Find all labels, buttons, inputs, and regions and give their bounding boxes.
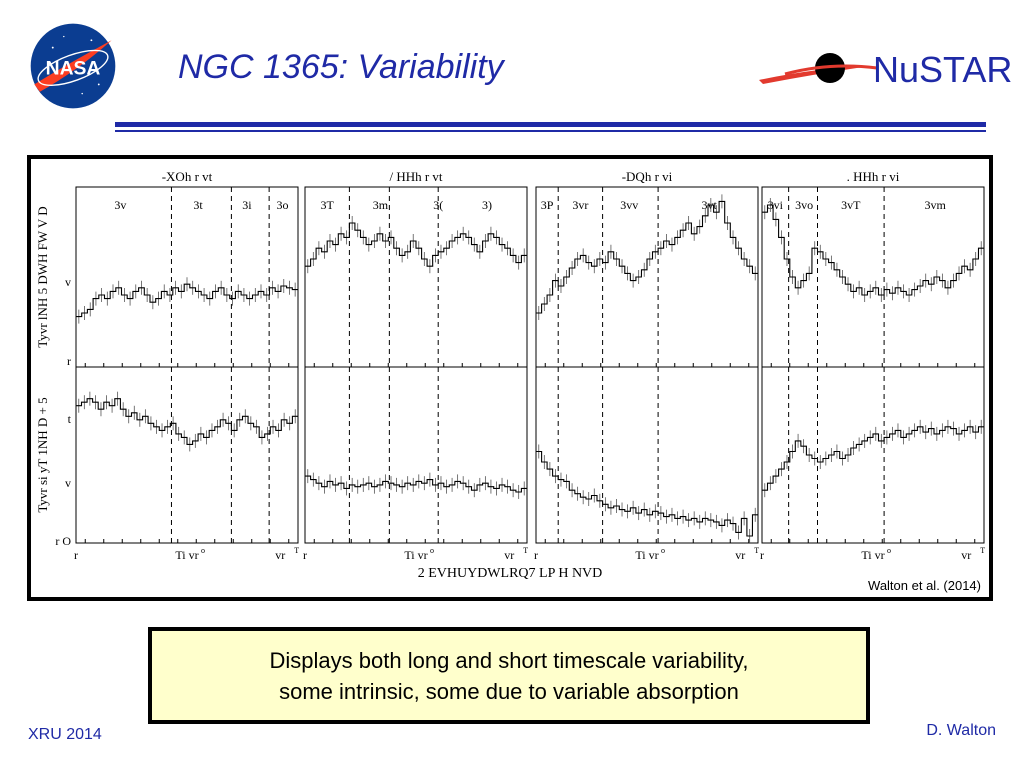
y-tick-label: v	[65, 275, 71, 289]
lightcurve-rate	[762, 204, 984, 296]
x-tick-exponent: T	[754, 546, 759, 555]
x-tick-exponent: o	[201, 546, 205, 555]
lightcurve-hardness	[762, 426, 984, 491]
x-tick-label: Ti vr	[635, 548, 658, 562]
segment-label: 3m	[373, 198, 389, 212]
segment-label: 3vT	[841, 198, 861, 212]
nasa-logo: NASA	[30, 23, 116, 109]
x-tick-label: Ti vr	[175, 548, 198, 562]
x-tick-label: vr	[735, 548, 745, 562]
x-tick-exponent: o	[430, 546, 434, 555]
panel-epoch-label: . HHh r vi	[847, 169, 900, 184]
svg-text:NuSTAR: NuSTAR	[873, 49, 1012, 90]
caption-box: Displays both long and short timescale v…	[148, 627, 870, 724]
lightcurve-rate	[76, 283, 298, 318]
segment-label: 3v	[114, 198, 126, 212]
segment-label: 3vi	[768, 198, 784, 212]
segment-label: 3t	[193, 198, 203, 212]
y-tick-label: r	[67, 354, 71, 368]
x-tick-exponent: T	[523, 546, 528, 555]
segment-label: 3o	[276, 198, 288, 212]
segment-label: 3(	[433, 198, 443, 212]
lightcurve-figure: -XOh r vt 3v 3t 3i 3o r Ti vr o vr T / HHh r vt 3T 3…	[27, 155, 993, 601]
x-tick-exponent: o	[661, 546, 665, 555]
figure-citation: Walton et al. (2014)	[868, 578, 981, 593]
y-axis-label-hardness: Tyvr si yT 1NH D + 5	[35, 397, 50, 512]
segment-label: 3vv	[620, 198, 638, 212]
y-tick-label: v	[65, 476, 71, 490]
segment-label: 3i	[242, 198, 252, 212]
header-rule-thin	[115, 130, 986, 132]
x-tick-exponent: o	[887, 546, 891, 555]
panel-frame-top	[75, 186, 299, 368]
x-tick-label: r	[303, 548, 307, 562]
footer-conference: XRU 2014	[28, 726, 102, 743]
x-tick-label: vr	[961, 548, 971, 562]
panel-epoch-label: -XOh r vt	[162, 169, 213, 184]
caption-line-1: Displays both long and short timescale v…	[269, 647, 749, 673]
y-tick-label: t	[68, 412, 72, 426]
lightcurve-hardness	[76, 398, 298, 445]
nustar-logo: NuSTAR	[759, 49, 1012, 90]
segment-label: 3vm	[924, 198, 946, 212]
x-tick-exponent: T	[294, 546, 299, 555]
footer-author: D. Walton	[926, 722, 996, 739]
segment-label: 3T	[321, 198, 335, 212]
x-axis-label: 2 EVHUYDWLRQ7 LP H NVD	[418, 566, 603, 581]
lightcurve-hardness	[536, 450, 758, 537]
panel-frame-bottom	[304, 366, 528, 544]
segment-label: 3)	[482, 198, 492, 212]
panel-frame-top	[304, 186, 528, 368]
y-tick-label: r O	[55, 534, 71, 548]
svg-text:NASA: NASA	[46, 58, 101, 79]
y-axis-label-rate: Tyvr lNH 5 DWH FW V D	[35, 206, 50, 347]
segment-label: 3vr	[572, 198, 588, 212]
segment-label: 3vo	[795, 198, 813, 212]
header-rule	[115, 122, 986, 127]
x-tick-label: r	[74, 548, 78, 562]
x-tick-exponent: T	[980, 546, 985, 555]
x-tick-label: vr	[275, 548, 285, 562]
lightcurve-rate	[536, 200, 758, 314]
panel-frame-bottom	[535, 366, 759, 544]
x-tick-label: r	[760, 548, 764, 562]
x-tick-label: Ti vr	[404, 548, 427, 562]
panel-frame-bottom	[75, 366, 299, 544]
caption-line-2: some intrinsic, some due to variable abs…	[279, 678, 739, 704]
panel-frame-bottom	[761, 366, 985, 544]
x-tick-label: r	[534, 548, 538, 562]
lightcurve-hardness	[305, 475, 527, 493]
panel-epoch-label: -DQh r vi	[622, 169, 673, 184]
panel-epoch-label: / HHh r vt	[389, 169, 442, 184]
segment-label: 3P	[541, 198, 554, 212]
lightcurve-rate	[305, 222, 527, 267]
x-tick-label: vr	[504, 548, 514, 562]
x-tick-label: Ti vr	[861, 548, 884, 562]
slide-title: NGC 1365: Variability	[178, 48, 504, 86]
